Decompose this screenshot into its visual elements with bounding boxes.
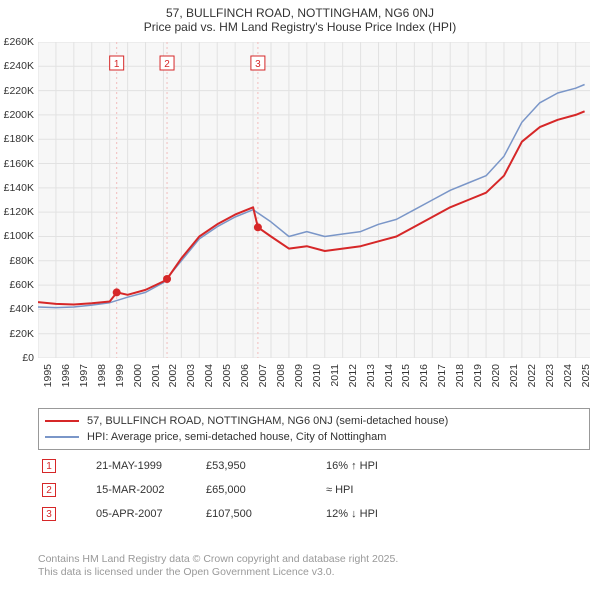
- x-tick-label: 2023: [544, 364, 556, 404]
- x-tick-label: 2001: [150, 364, 162, 404]
- x-tick-label: 1995: [42, 364, 54, 404]
- y-tick-label: £220K: [0, 85, 34, 97]
- event-number-box: 1: [42, 459, 56, 473]
- x-tick-label: 2006: [239, 364, 251, 404]
- x-tick-label: 1996: [60, 364, 72, 404]
- x-tick-label: 2022: [526, 364, 538, 404]
- plot-svg: 1 2 3: [38, 42, 590, 358]
- x-tick-label: 2000: [132, 364, 144, 404]
- event-diff: ≈ HPI: [326, 484, 590, 496]
- svg-text:1: 1: [114, 59, 120, 70]
- x-tick-label: 2012: [347, 364, 359, 404]
- event-row: 305-APR-2007£107,50012% ↓ HPI: [38, 502, 590, 526]
- y-tick-label: £0: [0, 352, 34, 364]
- event-row: 215-MAR-2002£65,000≈ HPI: [38, 478, 590, 502]
- x-tick-label: 2008: [275, 364, 287, 404]
- event-date: 15-MAR-2002: [56, 484, 206, 496]
- y-tick-label: £180K: [0, 133, 34, 145]
- plot-background: [38, 42, 590, 358]
- legend-swatch-red: [45, 420, 79, 422]
- x-tick-label: 2002: [167, 364, 179, 404]
- title-block: 57, BULLFINCH ROAD, NOTTINGHAM, NG6 0NJ …: [0, 0, 600, 34]
- y-tick-label: £200K: [0, 109, 34, 121]
- legend-label-red: 57, BULLFINCH ROAD, NOTTINGHAM, NG6 0NJ …: [87, 415, 448, 427]
- x-tick-label: 2003: [185, 364, 197, 404]
- events-table: 121-MAY-1999£53,95016% ↑ HPI215-MAR-2002…: [38, 454, 590, 526]
- x-tick-label: 2009: [293, 364, 305, 404]
- y-tick-label: £140K: [0, 182, 34, 194]
- x-tick-label: 1998: [96, 364, 108, 404]
- event-price: £65,000: [206, 484, 326, 496]
- title-line-1: 57, BULLFINCH ROAD, NOTTINGHAM, NG6 0NJ: [0, 6, 600, 20]
- x-tick-label: 1997: [78, 364, 90, 404]
- svg-text:3: 3: [255, 59, 261, 70]
- event-date: 21-MAY-1999: [56, 460, 206, 472]
- y-tick-label: £120K: [0, 206, 34, 218]
- x-tick-label: 2019: [472, 364, 484, 404]
- x-tick-label: 2004: [203, 364, 215, 404]
- event-row: 121-MAY-1999£53,95016% ↑ HPI: [38, 454, 590, 478]
- footer-attribution: Contains HM Land Registry data © Crown c…: [38, 553, 590, 580]
- event-date: 05-APR-2007: [56, 508, 206, 520]
- legend-label-blue: HPI: Average price, semi-detached house,…: [87, 431, 386, 443]
- x-tick-label: 2024: [562, 364, 574, 404]
- event-number-box: 3: [42, 507, 56, 521]
- y-tick-label: £60K: [0, 279, 34, 291]
- footer-line-2: This data is licensed under the Open Gov…: [38, 566, 590, 580]
- legend-row: HPI: Average price, semi-detached house,…: [45, 429, 583, 445]
- legend: 57, BULLFINCH ROAD, NOTTINGHAM, NG6 0NJ …: [38, 408, 590, 450]
- x-tick-label: 2013: [365, 364, 377, 404]
- y-tick-label: £40K: [0, 303, 34, 315]
- x-tick-label: 2016: [418, 364, 430, 404]
- title-line-2: Price paid vs. HM Land Registry's House …: [0, 20, 600, 34]
- x-tick-label: 2021: [508, 364, 520, 404]
- x-tick-label: 2025: [580, 364, 592, 404]
- y-tick-label: £240K: [0, 60, 34, 72]
- x-tick-label: 2011: [329, 364, 341, 404]
- y-tick-label: £20K: [0, 328, 34, 340]
- legend-row: 57, BULLFINCH ROAD, NOTTINGHAM, NG6 0NJ …: [45, 413, 583, 429]
- footer-line-1: Contains HM Land Registry data © Crown c…: [38, 553, 590, 567]
- chart-container: 57, BULLFINCH ROAD, NOTTINGHAM, NG6 0NJ …: [0, 0, 600, 590]
- y-tick-label: £80K: [0, 255, 34, 267]
- x-tick-label: 2014: [383, 364, 395, 404]
- y-tick-label: £260K: [0, 36, 34, 48]
- event-price: £53,950: [206, 460, 326, 472]
- legend-swatch-blue: [45, 436, 79, 438]
- event-diff: 16% ↑ HPI: [326, 460, 590, 472]
- event-number-box: 2: [42, 483, 56, 497]
- x-tick-label: 2017: [436, 364, 448, 404]
- event-price: £107,500: [206, 508, 326, 520]
- y-tick-label: £100K: [0, 230, 34, 242]
- x-tick-label: 2007: [257, 364, 269, 404]
- x-tick-label: 2005: [221, 364, 233, 404]
- chart-area: 123 £0£20K£40K£60K£80K£100K£120K£140K£16…: [38, 42, 590, 358]
- event-diff: 12% ↓ HPI: [326, 508, 590, 520]
- x-tick-label: 2015: [400, 364, 412, 404]
- y-tick-label: £160K: [0, 158, 34, 170]
- x-tick-label: 2020: [490, 364, 502, 404]
- x-tick-label: 1999: [114, 364, 126, 404]
- x-tick-label: 2018: [454, 364, 466, 404]
- svg-text:2: 2: [164, 59, 170, 70]
- x-tick-label: 2010: [311, 364, 323, 404]
